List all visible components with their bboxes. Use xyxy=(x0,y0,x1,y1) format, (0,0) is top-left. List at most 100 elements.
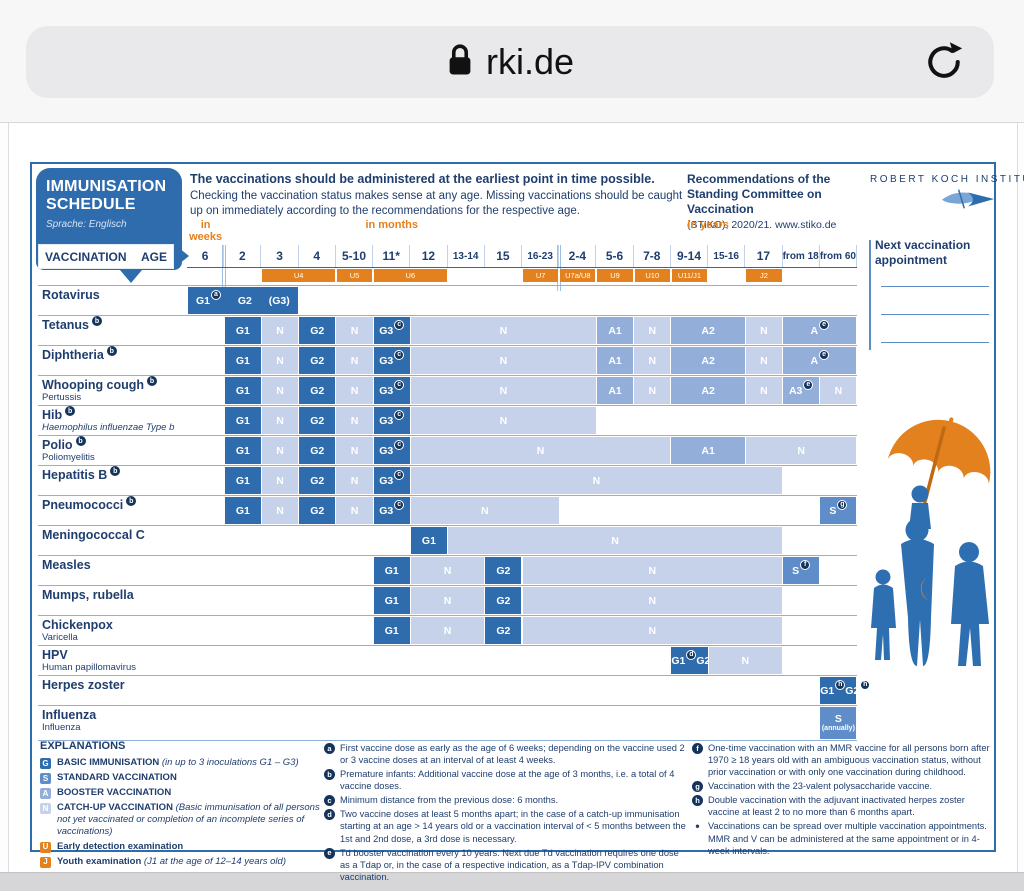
footnote-marker: b xyxy=(106,346,117,356)
grid-cell-G: G1 h G2 h xyxy=(820,677,871,704)
footnote-marker: c xyxy=(394,379,405,390)
u-exam-segment: U5 xyxy=(336,269,373,282)
cell-label: N xyxy=(350,474,359,487)
grid-cell-N: N xyxy=(410,587,485,614)
u-exam-segment: J2 xyxy=(746,269,782,282)
reload-button[interactable] xyxy=(922,40,966,84)
age-column-header: 17 xyxy=(745,245,783,267)
grid-cell-N: N xyxy=(261,467,299,494)
footnote-item: h Double vaccination with the adjuvant in… xyxy=(692,794,992,818)
footnote-marker: c xyxy=(394,409,405,420)
cell-label: G3 c xyxy=(379,409,405,427)
stiko-heading: Recommendations of the Standing Committee… xyxy=(687,172,831,216)
footnotes-left: a First vaccine dose as early as the age … xyxy=(324,742,686,885)
cell-label: N xyxy=(276,324,284,337)
cell-label: G1 xyxy=(384,564,399,577)
grid-cell-G: G2 xyxy=(299,437,336,464)
cell-label: G2 xyxy=(496,594,511,607)
examination-band: U4 U5 U6 U7 U7a/U8 U9 U10 U11/J1 J2 xyxy=(187,269,857,282)
next-appointment-label: Next vaccination appointment xyxy=(875,238,971,267)
grid-cell-N: N xyxy=(261,347,299,374)
cell-label: N xyxy=(480,504,489,517)
footnote-key: f xyxy=(692,743,703,754)
cell-label: N xyxy=(648,384,657,397)
grid-cell-N: N xyxy=(448,527,783,554)
grid-cell-G: G1dG2d xyxy=(671,647,722,674)
cell-label: G1 xyxy=(384,624,399,637)
appointment-line xyxy=(881,342,989,343)
cell-label: G1 a xyxy=(196,289,221,307)
vaccine-label: Measles xyxy=(42,558,91,572)
cell-label: G2 xyxy=(310,354,325,367)
grid-cell-N: N xyxy=(522,617,783,644)
footnote-marker: e xyxy=(819,319,830,330)
grid-cell-N: N xyxy=(745,437,857,464)
vaccine-sublabel: Varicella xyxy=(42,631,78,643)
cell-label: A1 xyxy=(701,444,715,457)
footnote-marker: g xyxy=(837,499,848,510)
age-column-header: 16-23 xyxy=(522,245,560,267)
age-column-header: 15 xyxy=(485,245,522,267)
cell-label: G2 xyxy=(237,294,252,307)
address-bar[interactable]: rki.de xyxy=(26,26,994,98)
grid-cell-G: G3 c xyxy=(373,437,410,464)
grid-cell-A: A2 xyxy=(671,317,745,344)
grid-cell-G: G3 c xyxy=(373,497,410,524)
cell-label: G1 xyxy=(235,354,250,367)
footnote-item: c Minimum distance from the previous dose… xyxy=(324,794,686,807)
legend-swatch: G xyxy=(40,758,51,769)
u-exam-segment: U11/J1 xyxy=(671,269,708,282)
cell-label: N xyxy=(443,564,452,577)
grid-cell-N: N xyxy=(410,497,559,524)
grid-cell-N: N xyxy=(336,347,373,374)
age-column-header: 9-14 xyxy=(671,245,709,267)
lock-icon xyxy=(446,42,474,83)
grid-cell-N: N xyxy=(261,377,299,404)
grid-cell-G: G2 xyxy=(299,407,336,434)
vaccine-label: Polio b Poliomyelitis xyxy=(42,436,182,462)
grid-cell-G: G2 xyxy=(299,467,336,494)
intro-body: Checking the vaccination status makes se… xyxy=(190,190,683,217)
grid-cell-A: A1 xyxy=(596,377,634,404)
cell-label: N xyxy=(350,444,359,457)
rki-logo: ROBERT KOCH INSTITUT xyxy=(870,174,1024,216)
cell-label: N xyxy=(276,474,284,487)
cell-label: G1 xyxy=(421,534,436,547)
footnote-marker: c xyxy=(394,499,405,510)
grid-cell-N: N xyxy=(634,347,671,374)
vaccine-grid: Rotavirus G1 a G2 (G3) Tetanus b G1 N G2 N G3 c N A1 N A… xyxy=(38,285,871,741)
u-exam-segment: U7a/U8 xyxy=(560,269,596,282)
vaccine-label: Meningococcal C xyxy=(42,528,145,542)
grid-cell-G: G1 xyxy=(373,587,410,614)
intro-heading: The vaccinations should be administered … xyxy=(190,172,655,186)
grid-cell-A: A3 e xyxy=(783,377,820,404)
age-column-header: 5-6 xyxy=(596,245,634,267)
grid-cell-N: N xyxy=(522,587,783,614)
cell-label: G2 xyxy=(310,444,325,457)
url-text: rki.de xyxy=(485,41,575,82)
cell-label: A1 xyxy=(608,354,622,367)
cell-label: S (annually) xyxy=(821,712,855,733)
grid-cell-N: N xyxy=(745,347,783,374)
grid-cell-N: N xyxy=(336,407,373,434)
cell-label: N xyxy=(741,654,750,667)
cell-label: N xyxy=(536,444,545,457)
family-illustration xyxy=(870,410,998,672)
grid-cell-G: G2 xyxy=(299,347,336,374)
umbrella-icon xyxy=(887,417,991,562)
cell-label: G3 c xyxy=(379,439,405,457)
appointment-line xyxy=(881,286,989,287)
cell-label: N xyxy=(648,354,657,367)
legend-swatch: U xyxy=(40,841,51,853)
grid-cell-G: G3 c xyxy=(373,407,410,434)
legend-label: BOOSTER VACCINATION xyxy=(57,787,172,798)
vaccine-label: Pneumococci b xyxy=(42,496,182,512)
grid-cell-G: G1 xyxy=(224,347,261,374)
grid-cell-G: G2 xyxy=(299,497,336,524)
bullet-marker: • xyxy=(695,819,700,834)
footnote-text: Minimum distance from the previous dose:… xyxy=(340,795,559,806)
grid-cell-G: G1 xyxy=(224,437,261,464)
cell-label: N xyxy=(276,414,284,427)
